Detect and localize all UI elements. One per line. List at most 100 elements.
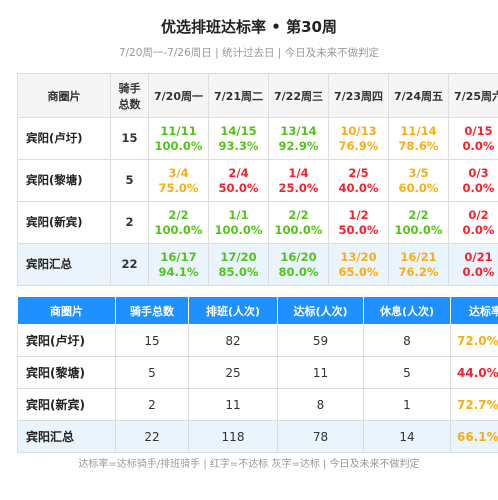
day-cell: 1/2 50.0%	[328, 201, 389, 244]
ratio: 1/1	[228, 207, 249, 222]
rate: 50.0%	[338, 222, 379, 237]
ratio: 0/21	[464, 249, 493, 264]
column-header: 7/25周六	[448, 73, 498, 118]
table-row: 宾阳汇总 22 118 78 14 66.1%	[17, 420, 498, 453]
scheduled-cell: 25	[188, 356, 278, 389]
day-cell: 13/20 65.0%	[328, 243, 389, 286]
riders-cell: 5	[110, 159, 149, 202]
day-cell: 0/3 0.0%	[448, 159, 498, 202]
rate: 76.2%	[398, 264, 439, 279]
ratio: 2/4	[228, 165, 249, 180]
table-row: 宾阳(卢圩) 15 11/11 100.0% 14/15 93.3% 13/14 92.9% 1…	[17, 117, 498, 160]
rate: 100.0%	[214, 222, 263, 237]
rate: 93.3%	[218, 138, 259, 153]
day-cell: 10/13 76.9%	[328, 117, 389, 160]
table-row: 宾阳(新宾) 2 11 8 1 72.7%	[17, 388, 498, 421]
rate: 50.0%	[218, 180, 259, 195]
qualified-cell: 78	[277, 420, 364, 453]
ratio: 1/2	[348, 207, 369, 222]
riders-cell: 2	[110, 201, 149, 244]
rate: 60.0%	[398, 180, 439, 195]
ratio: 13/20	[340, 249, 377, 264]
column-header: 骑手总数	[110, 73, 149, 118]
area-cell: 宾阳(卢圩)	[17, 117, 111, 160]
ratio: 11/11	[160, 123, 197, 138]
ratio: 16/20	[280, 249, 317, 264]
day-cell: 2/2 100.0%	[148, 201, 209, 244]
rate: 80.0%	[278, 264, 319, 279]
day-cell: 3/5 60.0%	[388, 159, 449, 202]
day-cell: 1/4 25.0%	[268, 159, 329, 202]
day-cell: 11/11 100.0%	[148, 117, 209, 160]
area-cell: 宾阳汇总	[17, 420, 116, 453]
day-cell: 2/2 100.0%	[388, 201, 449, 244]
day-cell: 3/4 75.0%	[148, 159, 209, 202]
rate: 100.0%	[154, 222, 203, 237]
footer: 达标率=达标骑手/排班骑手 | 红字=不达标 灰字=达标 | 今日及未来不做判定	[78, 459, 420, 470]
ratio: 16/17	[160, 249, 197, 264]
ratio: 13/14	[280, 123, 317, 138]
ratio: 3/5	[408, 165, 429, 180]
summary-table: 商圈片骑手总数排班(人次)达标(人次)休息(人次)达标率宾阳(卢圩)158259…	[17, 296, 498, 453]
rate: 85.0%	[218, 264, 259, 279]
rate: 65.0%	[338, 264, 379, 279]
riders-cell: 15	[110, 117, 149, 160]
rate: 76.9%	[338, 138, 379, 153]
riders-cell: 15	[115, 324, 189, 357]
rate: 0.0%	[462, 264, 495, 279]
rate: 0.0%	[462, 138, 495, 153]
column-header: 达标率	[450, 296, 498, 325]
ratio: 0/3	[468, 165, 489, 180]
riders-cell: 22	[110, 243, 149, 286]
day-cell: 2/2 100.0%	[268, 201, 329, 244]
column-header: 7/22周三	[268, 73, 329, 118]
table-row: 宾阳(新宾) 2 2/2 100.0% 1/1 100.0% 2/2 100.0% 1/2 50.…	[17, 201, 498, 244]
rate: 100.0%	[154, 138, 203, 153]
qualified-cell: 8	[277, 388, 364, 421]
area-cell: 宾阳(卢圩)	[17, 324, 116, 357]
daily-table-wrap: 商圈片 骑手总数 7/20周一 7/21周二 7/22周三 7/23周四 7/24周五 7/2…	[17, 73, 498, 286]
day-cell: 2/4 50.0%	[208, 159, 269, 202]
rest-cell: 14	[363, 420, 451, 453]
day-cell: 1/1 100.0%	[208, 201, 269, 244]
rate: 100.0%	[394, 222, 443, 237]
column-header: 7/24周五	[388, 73, 449, 118]
rate: 78.6%	[398, 138, 439, 153]
rate-cell: 72.7%	[450, 388, 498, 421]
table-row: 宾阳汇总 22 16/17 94.1% 17/20 85.0% 16/20 80.0% 13/2…	[17, 243, 498, 286]
rate-cell: 66.1%	[450, 420, 498, 453]
rate: 40.0%	[338, 180, 379, 195]
ratio: 10/13	[340, 123, 377, 138]
table-row: 宾阳(黎塘) 5 25 11 5 44.0%	[17, 356, 498, 389]
column-header: 休息(人次)	[363, 296, 451, 325]
rate-cell: 44.0%	[450, 356, 498, 389]
header-row: 商圈片 骑手总数 7/20周一 7/21周二 7/22周三 7/23周四 7/24周五 7/2…	[17, 73, 498, 118]
rate: 25.0%	[278, 180, 319, 195]
column-header: 商圈片	[17, 73, 111, 118]
ratio: 16/21	[400, 249, 437, 264]
area-cell: 宾阳(黎塘)	[17, 159, 111, 202]
summary-table-wrap: 商圈片骑手总数排班(人次)达标(人次)休息(人次)达标率宾阳(卢圩)158259…	[17, 296, 498, 453]
table-row: 宾阳(卢圩) 15 82 59 8 72.0%	[17, 324, 498, 357]
riders-cell: 5	[115, 356, 189, 389]
column-header: 7/21周二	[208, 73, 269, 118]
rate: 100.0%	[274, 222, 323, 237]
ratio: 2/5	[348, 165, 369, 180]
scheduled-cell: 82	[188, 324, 278, 357]
day-cell: 11/14 78.6%	[388, 117, 449, 160]
day-cell: 16/20 80.0%	[268, 243, 329, 286]
rest-cell: 5	[363, 356, 451, 389]
day-cell: 14/15 93.3%	[208, 117, 269, 160]
column-header: 排班(人次)	[188, 296, 278, 325]
rest-cell: 1	[363, 388, 451, 421]
title: 优选排班达标率 • 第30周	[161, 18, 337, 36]
ratio: 2/2	[408, 207, 429, 222]
scheduled-cell: 11	[188, 388, 278, 421]
ratio: 0/15	[464, 123, 493, 138]
qualified-cell: 59	[277, 324, 364, 357]
rate: 0.0%	[462, 180, 495, 195]
day-cell: 13/14 92.9%	[268, 117, 329, 160]
qualified-cell: 11	[277, 356, 364, 389]
